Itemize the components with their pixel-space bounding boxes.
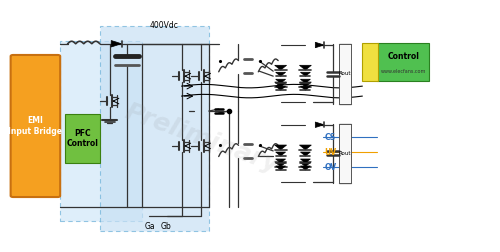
FancyBboxPatch shape bbox=[10, 55, 60, 197]
Polygon shape bbox=[300, 162, 312, 167]
Polygon shape bbox=[300, 159, 310, 163]
Text: Gb: Gb bbox=[160, 223, 172, 231]
Polygon shape bbox=[274, 82, 286, 87]
Text: 400Vdc: 400Vdc bbox=[150, 21, 178, 30]
Polygon shape bbox=[111, 41, 122, 47]
Polygon shape bbox=[300, 152, 310, 156]
Text: PFC
Control: PFC Control bbox=[66, 129, 98, 148]
Bar bbox=[362, 43, 378, 81]
Polygon shape bbox=[276, 79, 285, 83]
Polygon shape bbox=[276, 86, 285, 90]
Bar bbox=[377, 43, 430, 81]
Text: Preliminary: Preliminary bbox=[121, 100, 282, 177]
Polygon shape bbox=[274, 145, 286, 150]
Text: Rout: Rout bbox=[338, 151, 351, 156]
Polygon shape bbox=[276, 72, 285, 76]
Text: Ga: Ga bbox=[144, 223, 155, 231]
Text: CS: CS bbox=[324, 133, 336, 142]
Polygon shape bbox=[300, 79, 310, 83]
Bar bbox=[65, 114, 100, 163]
Polygon shape bbox=[276, 166, 285, 170]
Polygon shape bbox=[274, 65, 286, 70]
Polygon shape bbox=[300, 82, 312, 87]
Polygon shape bbox=[276, 152, 285, 156]
Bar bbox=[100, 26, 209, 231]
Text: EMI
Input Bridge: EMI Input Bridge bbox=[8, 116, 62, 136]
Polygon shape bbox=[300, 65, 312, 70]
Bar bbox=[60, 41, 142, 221]
Polygon shape bbox=[300, 166, 310, 170]
Text: Rout: Rout bbox=[338, 71, 351, 76]
Text: Control: Control bbox=[388, 51, 419, 60]
Bar bbox=[273, 123, 313, 183]
Bar bbox=[273, 44, 313, 104]
Text: UV: UV bbox=[324, 148, 336, 157]
Polygon shape bbox=[300, 145, 312, 150]
Polygon shape bbox=[300, 72, 310, 76]
Polygon shape bbox=[276, 159, 285, 163]
Polygon shape bbox=[300, 86, 310, 90]
Polygon shape bbox=[316, 42, 324, 48]
Text: OV: OV bbox=[324, 163, 336, 172]
Polygon shape bbox=[316, 122, 324, 128]
Text: www.elecfans.com: www.elecfans.com bbox=[380, 69, 426, 74]
Bar bbox=[338, 123, 351, 183]
Bar bbox=[338, 44, 351, 104]
Polygon shape bbox=[274, 162, 286, 167]
